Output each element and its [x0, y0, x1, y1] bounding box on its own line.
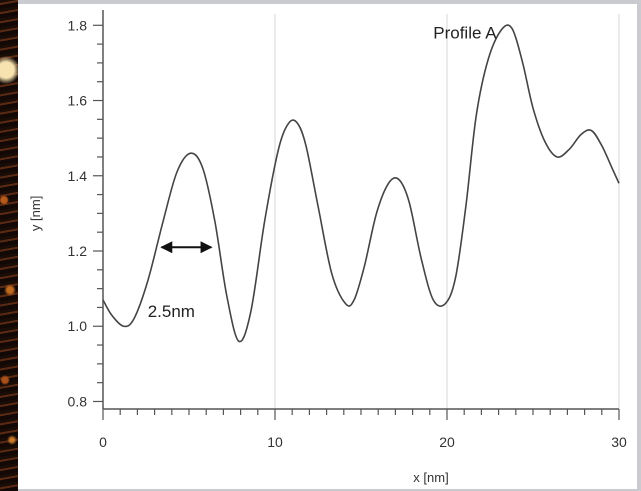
profile-title: Profile A — [433, 23, 497, 42]
afm-image-strip — [0, 0, 18, 491]
y-tick-label: 1.0 — [68, 318, 88, 334]
width-annotation-label: 2.5nm — [148, 302, 195, 321]
y-tick-label: 1.4 — [68, 168, 88, 184]
x-tick-label: 20 — [439, 434, 455, 450]
y-tick-label: 1.2 — [68, 243, 88, 259]
profile-line — [102, 24, 620, 343]
y-tick-label: 1.8 — [68, 17, 88, 33]
x-tick-label: 10 — [267, 434, 283, 450]
y-axis-label: y [nm] — [28, 196, 43, 231]
x-axis-label: x [nm] — [413, 470, 448, 485]
y-tick-label: 0.8 — [68, 393, 88, 409]
x-tick-label: 30 — [611, 434, 627, 450]
plot-panel — [18, 4, 637, 489]
x-tick-label: 0 — [99, 434, 107, 450]
y-tick-label: 1.6 — [68, 93, 88, 109]
